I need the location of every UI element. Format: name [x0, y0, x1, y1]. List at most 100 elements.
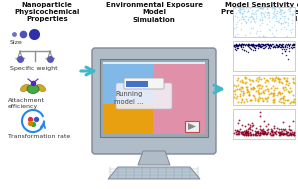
Point — [254, 133, 259, 136]
Point — [272, 92, 277, 95]
Point — [237, 131, 242, 134]
Point — [282, 85, 287, 88]
Point — [291, 100, 296, 103]
Bar — [233, 109, 295, 139]
Point — [281, 10, 286, 13]
Point — [257, 19, 262, 22]
Point — [263, 89, 267, 92]
Point — [272, 125, 277, 128]
Point — [262, 44, 267, 47]
Point — [246, 8, 250, 11]
Point — [241, 130, 246, 133]
Point — [261, 132, 266, 135]
Point — [260, 129, 264, 132]
Point — [246, 43, 251, 46]
Point — [240, 81, 245, 84]
Point — [281, 76, 286, 79]
Point — [266, 46, 271, 50]
Point — [232, 44, 237, 47]
Point — [266, 43, 271, 46]
Point — [271, 131, 276, 134]
Point — [275, 10, 280, 13]
Point — [264, 132, 269, 135]
Point — [247, 31, 252, 34]
Point — [261, 129, 266, 132]
Point — [262, 43, 267, 46]
Point — [257, 111, 262, 114]
Point — [291, 81, 296, 84]
Point — [290, 133, 295, 136]
Point — [285, 133, 290, 136]
Point — [248, 132, 253, 135]
Point — [288, 133, 293, 136]
Point — [279, 44, 284, 47]
Point — [252, 12, 256, 15]
Point — [260, 84, 264, 88]
Point — [240, 43, 244, 46]
Point — [256, 8, 261, 11]
Point — [243, 132, 248, 135]
Point — [278, 130, 283, 133]
Point — [250, 48, 255, 51]
Point — [271, 45, 276, 48]
Point — [283, 14, 288, 17]
Point — [243, 44, 248, 47]
Point — [258, 132, 263, 135]
Point — [260, 43, 265, 46]
Point — [286, 133, 291, 136]
Point — [251, 46, 256, 49]
Point — [268, 29, 272, 32]
Point — [274, 44, 279, 47]
Point — [291, 120, 295, 123]
Point — [289, 28, 294, 31]
Point — [259, 87, 264, 90]
Point — [270, 43, 274, 46]
Point — [289, 43, 294, 46]
Point — [263, 131, 268, 134]
Point — [291, 94, 296, 97]
Bar — [126, 81, 148, 87]
Point — [255, 130, 260, 133]
Point — [285, 23, 290, 26]
Point — [268, 92, 273, 95]
Point — [285, 57, 290, 60]
Point — [267, 132, 272, 135]
Point — [238, 94, 242, 97]
Point — [259, 44, 264, 47]
Point — [265, 128, 269, 131]
Point — [243, 21, 248, 24]
Point — [278, 45, 283, 48]
Point — [238, 45, 243, 48]
Point — [280, 132, 285, 135]
Point — [279, 21, 283, 24]
Point — [249, 43, 253, 46]
Point — [242, 132, 247, 135]
Point — [265, 43, 270, 46]
Point — [249, 43, 254, 46]
Point — [283, 44, 288, 47]
Point — [263, 15, 267, 18]
Point — [250, 44, 254, 47]
Point — [259, 43, 263, 46]
Point — [257, 43, 262, 46]
Point — [274, 93, 279, 96]
Point — [277, 81, 282, 84]
Point — [270, 130, 275, 133]
Point — [253, 31, 258, 34]
Point — [275, 20, 280, 23]
Point — [252, 96, 257, 99]
Bar — [153, 64, 205, 134]
Point — [249, 87, 254, 90]
Point — [244, 89, 249, 92]
Point — [241, 43, 246, 46]
Point — [234, 32, 239, 35]
Point — [251, 17, 255, 20]
Point — [288, 6, 293, 9]
Point — [244, 14, 249, 17]
Point — [241, 91, 246, 94]
Point — [241, 94, 246, 97]
Point — [251, 79, 255, 82]
Point — [268, 91, 273, 94]
Ellipse shape — [21, 84, 30, 92]
Point — [245, 131, 250, 134]
